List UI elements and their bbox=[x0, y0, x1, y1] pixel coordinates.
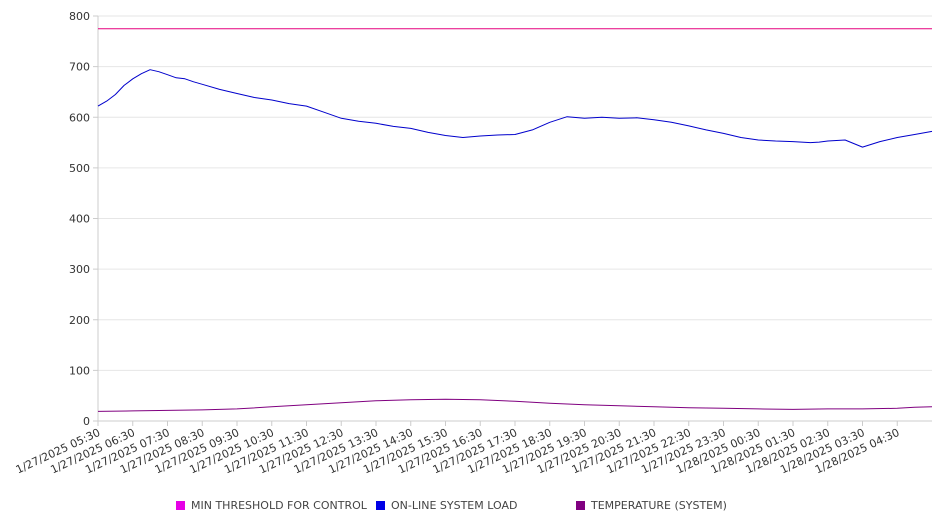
gridlines bbox=[98, 15, 932, 371]
x-axis-ticks: 1/27/2025 05:301/27/2025 06:301/27/2025 … bbox=[14, 421, 902, 476]
legend-label: ON-LINE SYSTEM LOAD bbox=[391, 498, 518, 512]
legend-label: MIN THRESHOLD FOR CONTROL bbox=[191, 498, 367, 512]
y-tick-label: 400 bbox=[69, 213, 90, 226]
legend-item-system-load: ON-LINE SYSTEM LOAD bbox=[376, 498, 517, 512]
series-line-system-load bbox=[97, 69, 933, 148]
y-tick-label: 700 bbox=[69, 61, 90, 74]
legend-swatch bbox=[176, 500, 185, 510]
y-tick-label: 100 bbox=[69, 364, 90, 377]
legend-swatch bbox=[376, 500, 385, 510]
legend-label: TEMPERATURE (SYSTEM) bbox=[591, 498, 727, 512]
y-tick-label: 800 bbox=[69, 10, 90, 23]
y-tick-label: 600 bbox=[69, 111, 90, 124]
y-tick-label: 300 bbox=[69, 263, 90, 276]
y-tick-label: 500 bbox=[69, 162, 90, 175]
y-tick-label: 200 bbox=[69, 314, 90, 327]
legend-item-temperature: TEMPERATURE (SYSTEM) bbox=[576, 498, 727, 512]
y-tick-label: 0 bbox=[83, 415, 90, 428]
legend-item-min-threshold: MIN THRESHOLD FOR CONTROL bbox=[176, 498, 367, 512]
legend-swatch bbox=[576, 500, 585, 510]
series-lines bbox=[97, 28, 933, 412]
y-axis-ticks: 0 100 200 300 400 500 600 700 800 bbox=[69, 10, 98, 428]
series-line-temperature bbox=[97, 398, 933, 412]
